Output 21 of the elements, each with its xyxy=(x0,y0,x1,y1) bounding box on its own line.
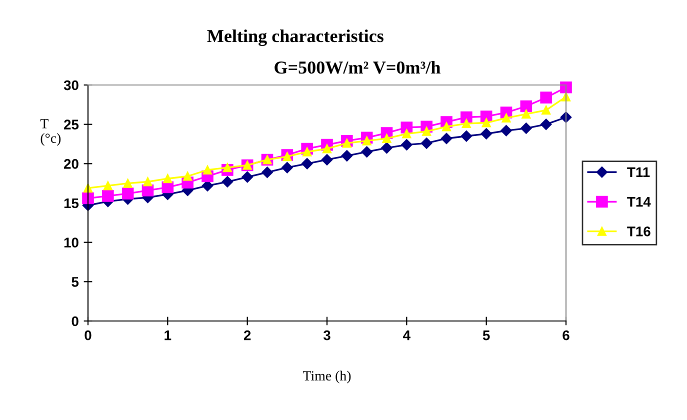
x-tick-label: 6 xyxy=(562,330,570,340)
y-tick-label: 15 xyxy=(64,198,79,208)
legend-label: T14 xyxy=(627,197,651,207)
x-tick-label: 4 xyxy=(403,330,410,340)
x-tick-label: 5 xyxy=(482,330,490,340)
x-axis-title: Time (h) xyxy=(303,370,351,384)
x-tick-label: 2 xyxy=(244,330,251,340)
y-tick-label: 10 xyxy=(64,238,78,248)
x-tick-label: 0 xyxy=(84,330,92,340)
y-tick-label: 5 xyxy=(72,277,79,287)
y-tick-label: 30 xyxy=(64,80,78,90)
legend-label: T11 xyxy=(627,167,650,177)
chart-title: Melting characteristics xyxy=(207,29,384,46)
x-tick-label: 3 xyxy=(323,330,330,340)
legend-label: T16 xyxy=(627,226,650,236)
y-tick-label: 25 xyxy=(64,120,79,130)
x-tick-label: 1 xyxy=(164,330,172,340)
y-axis-title: T (°c) xyxy=(40,119,61,146)
y-tick-label: 20 xyxy=(64,159,78,169)
y-tick-label: 0 xyxy=(72,316,78,326)
chart-subtitle: G=500W/m² V=0m³/h xyxy=(274,60,440,74)
